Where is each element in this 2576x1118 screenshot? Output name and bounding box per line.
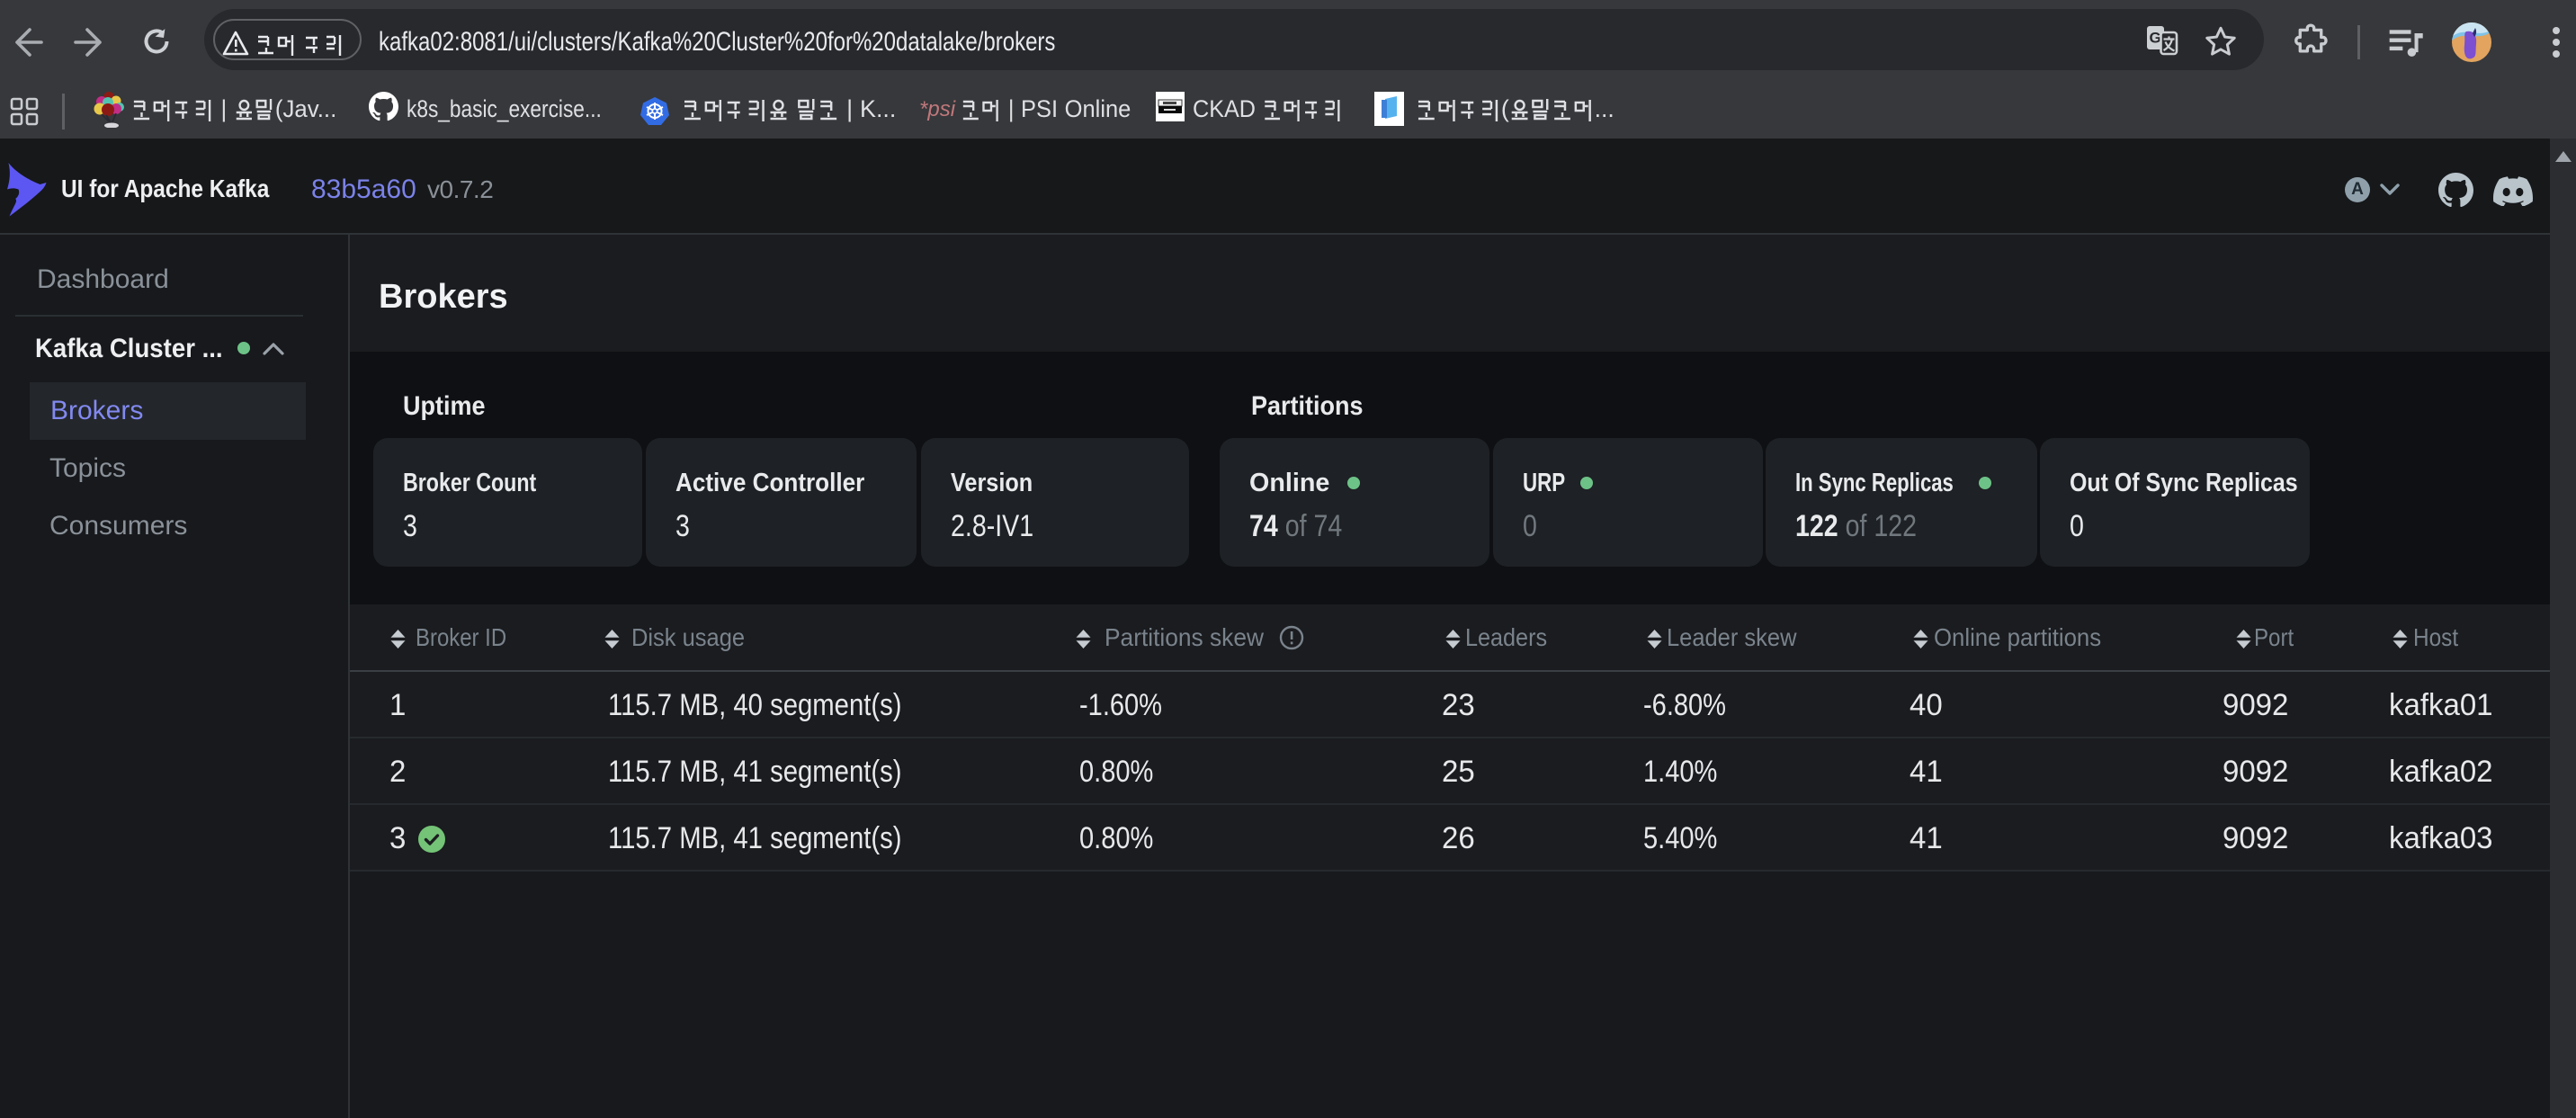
svg-text:G: G — [2150, 30, 2161, 47]
